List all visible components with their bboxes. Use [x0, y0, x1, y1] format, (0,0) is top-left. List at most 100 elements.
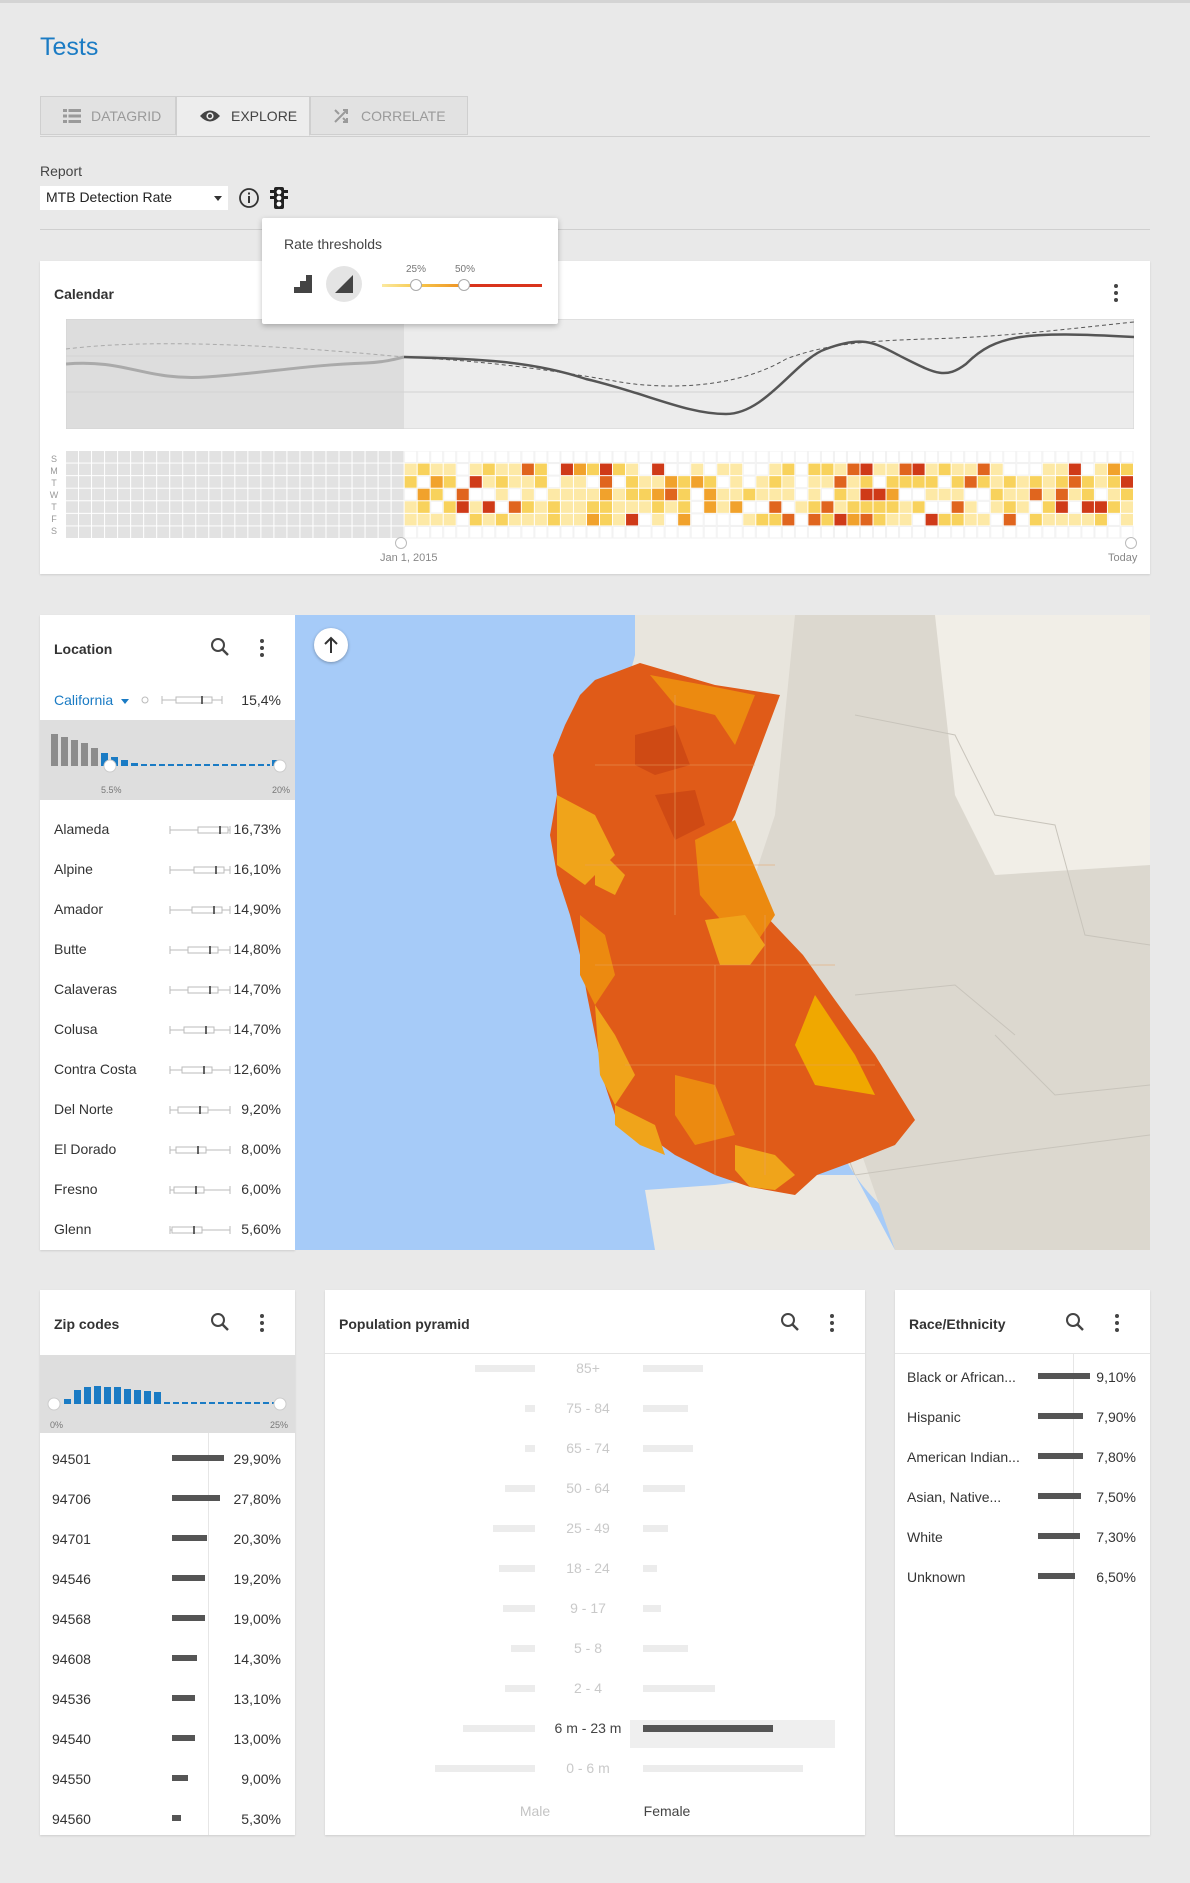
more-icon[interactable]	[260, 1314, 264, 1335]
location-row[interactable]: Contra Costa 12,60%	[40, 1050, 295, 1090]
day-label: S	[50, 526, 57, 536]
search-icon[interactable]	[780, 1312, 800, 1332]
heatmap-cell	[756, 488, 769, 501]
heatmap-cell	[222, 463, 235, 476]
location-row[interactable]: Glenn 5,60%	[40, 1210, 295, 1250]
heatmap-cell	[859, 525, 874, 539]
tab-correlate[interactable]: CORRELATE	[310, 96, 468, 135]
heatmap-cell	[730, 501, 743, 513]
location-row[interactable]: Amador 14,90%	[40, 890, 295, 930]
zip-row[interactable]: 94568 19,00%	[40, 1600, 295, 1640]
location-row[interactable]: Fresno 6,00%	[40, 1170, 295, 1210]
location-row[interactable]: Alameda 16,73%	[40, 810, 295, 850]
day-labels: S M T W T F S	[49, 453, 59, 537]
info-icon[interactable]	[238, 187, 260, 209]
zip-row[interactable]: 94701 20,30%	[40, 1520, 295, 1560]
heatmap-cell	[586, 463, 599, 476]
range-start-handle[interactable]	[395, 537, 407, 549]
threshold-low-handle[interactable]	[410, 279, 422, 291]
race-row[interactable]: American Indian... 7,80%	[895, 1438, 1150, 1478]
heatmap-cell	[547, 501, 560, 513]
heatmap-cell	[717, 501, 730, 513]
more-icon[interactable]	[260, 639, 264, 660]
race-row[interactable]: Black or African... 9,10%	[895, 1358, 1150, 1398]
heatmap-cell	[938, 463, 951, 476]
zip-code: 94540	[52, 1731, 91, 1747]
zip-row[interactable]: 94536 13,10%	[40, 1680, 295, 1720]
heatmap-cell	[794, 463, 808, 476]
heatmap-cell	[248, 513, 261, 526]
heatmap-cell	[1068, 513, 1081, 526]
heatmap-cell	[417, 513, 430, 526]
zip-row[interactable]: 94560 5,30%	[40, 1800, 295, 1840]
heatmap-cell	[743, 488, 756, 501]
heatmap-cell	[742, 475, 756, 489]
race-row[interactable]: Asian, Native... 7,50%	[895, 1478, 1150, 1518]
heatmap-cell	[339, 513, 352, 526]
step-mode-icon[interactable]	[294, 275, 312, 293]
zip-row[interactable]: 94706 27,80%	[40, 1480, 295, 1520]
search-icon[interactable]	[1065, 1312, 1085, 1332]
location-row[interactable]: El Dorado 8,00%	[40, 1130, 295, 1170]
heatmap-cell	[847, 488, 860, 501]
region-label: California	[54, 692, 114, 708]
zip-row[interactable]: 94546 19,20%	[40, 1560, 295, 1600]
heatmap-cell	[613, 501, 626, 513]
map-view[interactable]	[295, 615, 1150, 1250]
heatmap-cell	[1068, 451, 1082, 464]
heatmap-cell	[716, 525, 730, 539]
zip-row[interactable]: 94501 29,90%	[40, 1440, 295, 1480]
pyramid-title: Population pyramid	[339, 1316, 470, 1332]
location-row[interactable]: Calaveras 14,70%	[40, 970, 295, 1010]
zip-row[interactable]: 94540 13,00%	[40, 1720, 295, 1760]
location-row[interactable]: Del Norte 9,20%	[40, 1090, 295, 1130]
search-icon[interactable]	[210, 637, 230, 657]
heatmap-cell	[118, 526, 131, 538]
heatmap-cell	[443, 525, 457, 539]
heatmap-cell	[1003, 488, 1016, 501]
heatmap-cell	[1055, 451, 1069, 464]
heatmap-cell	[274, 476, 287, 488]
zip-row[interactable]: 94608 14,30%	[40, 1640, 295, 1680]
location-boxplot	[169, 1146, 231, 1154]
heatmap-cell	[691, 476, 704, 488]
heatmap-cell	[365, 451, 378, 463]
location-boxplot	[169, 1106, 231, 1114]
location-row[interactable]: Alpine 16,10%	[40, 850, 295, 890]
race-row[interactable]: Unknown 6,50%	[895, 1558, 1150, 1598]
heatmap-cell	[977, 500, 991, 514]
heatmap-cell	[925, 525, 939, 539]
range-end-handle[interactable]	[1125, 537, 1137, 549]
location-pct: 14,90%	[233, 901, 281, 917]
heatmap-cell	[157, 513, 170, 526]
more-icon[interactable]	[830, 1314, 834, 1335]
traffic-light-icon[interactable]	[270, 186, 288, 210]
heatmap-cell	[678, 488, 691, 501]
heatmap-cell	[209, 451, 222, 463]
tab-explore[interactable]: EXPLORE	[176, 96, 310, 136]
location-row[interactable]: Butte 14,80%	[40, 930, 295, 970]
heatmap-cell	[690, 488, 704, 501]
threshold-high-handle[interactable]	[458, 279, 470, 291]
zip-code: 94560	[52, 1811, 91, 1827]
race-row[interactable]: White 7,30%	[895, 1518, 1150, 1558]
heatmap-cell	[716, 451, 730, 464]
more-icon[interactable]	[1115, 1314, 1119, 1335]
heatmap-cell	[769, 463, 782, 476]
map-up-button[interactable]	[314, 628, 348, 662]
report-select[interactable]: MTB Detection Rate	[40, 186, 228, 210]
zip-row[interactable]: 94550 9,00%	[40, 1760, 295, 1800]
search-icon[interactable]	[210, 1312, 230, 1332]
location-row[interactable]: Colusa 14,70%	[40, 1010, 295, 1050]
race-row[interactable]: Hispanic 7,90%	[895, 1398, 1150, 1438]
tab-datagrid[interactable]: DATAGRID	[40, 96, 176, 135]
heatmap-cell	[378, 463, 391, 476]
more-icon[interactable]	[1114, 284, 1118, 305]
heatmap-cell	[1107, 463, 1120, 476]
heatmap-cell	[899, 525, 913, 539]
heatmap-cell	[573, 513, 586, 526]
heatmap-cell	[833, 451, 847, 464]
region-dropdown[interactable]: California	[54, 692, 130, 708]
heatmap-cell	[964, 488, 978, 501]
gradient-mode-icon[interactable]	[326, 266, 362, 302]
